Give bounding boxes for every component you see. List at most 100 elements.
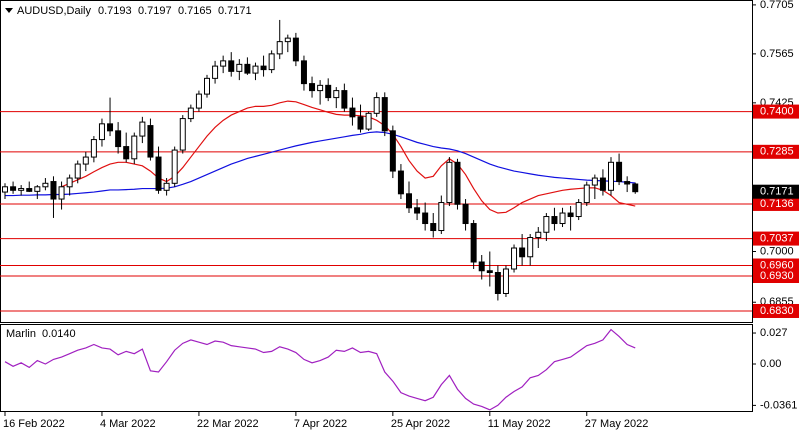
candle-body [559,212,566,225]
candle-body [535,231,542,239]
candle-body [139,121,146,137]
header-high: 0.7197 [138,5,172,17]
oscillator-value: 0.0140 [42,328,76,340]
x-tick-label: 16 Feb 2022 [3,418,65,430]
candle-body [624,181,631,185]
candle-body [333,90,340,99]
candle-body [195,93,202,109]
level-tag [753,144,799,159]
candle-body [82,156,89,165]
candle-body [486,270,493,274]
candle-body [502,268,509,294]
candle-body [438,202,445,232]
candle-body [575,202,582,218]
candle-body [511,247,518,270]
candle-body [74,163,81,179]
candle-body [107,123,114,132]
level-label: 0.7285 [760,146,794,158]
x-tick-label: 11 May 2022 [488,418,551,430]
candle-body [551,216,558,225]
candle-body [357,116,364,130]
candle-body [236,63,243,72]
level-label: 0.6960 [760,259,794,271]
level-tag [753,196,799,211]
candle-body [123,146,130,160]
candle-body [519,247,526,258]
candle-body [599,177,606,191]
candle-body [325,84,332,99]
candle-body [389,130,396,172]
candle-body [381,97,388,132]
header-low: 0.7165 [178,5,212,17]
candle-body [462,203,469,225]
level-label: 0.7400 [760,105,794,117]
candle-body [115,130,122,148]
oscillator-line [4,328,636,411]
x-tick-label: 4 Mar 2022 [100,418,156,430]
x-tick-label: 7 Apr 2022 [294,418,347,430]
candle-body [632,183,639,193]
level-label: 0.7136 [760,198,794,210]
candle-body [276,41,283,55]
candle-body [34,186,41,192]
candle-body [349,107,356,118]
x-tick-label: 22 Mar 2022 [197,418,259,430]
candle-body [422,212,429,225]
candle-body [58,186,65,200]
candle-body [260,65,267,71]
candle-body [430,223,437,232]
x-tick-label: 25 Apr 2022 [391,418,450,430]
candle-body [446,161,453,204]
current-price-tag [753,184,799,199]
menu-triangle [5,8,13,13]
candle-body [406,193,412,209]
header-open: 0.7193 [98,5,132,17]
y-tick-label: 0.7000 [760,245,794,257]
candle-body [187,107,194,120]
oscillator-title: Marlin [6,328,36,340]
y-tick-label: 0.00 [760,358,781,370]
candle-body [26,188,33,192]
candle-body [147,125,154,158]
candle-body [98,123,105,141]
main-panel-frame [0,0,753,323]
candle-body [454,161,461,205]
candle-body [220,60,227,67]
y-tick-label: 0.7705 [760,0,794,11]
candle-body [131,135,138,160]
candle-body [42,182,49,188]
candle-body [10,186,17,191]
candle-body [414,207,421,214]
candle-body [591,177,598,186]
level-tag [753,104,799,119]
y-tick-label: -0.0361 [760,399,797,411]
candle-body [284,37,291,43]
candle-body [608,161,614,191]
candle-body [228,60,235,72]
candle-body [365,112,372,130]
candle-body [244,63,251,74]
level-label: 0.7037 [760,232,794,244]
candle-body [527,237,534,258]
candle-body [268,53,275,71]
level-label: 0.6930 [760,270,794,282]
candle-body [204,77,210,95]
candle-body [397,170,404,195]
candle-body [616,161,623,183]
level-tag [753,231,799,246]
level-tag [753,303,799,318]
candle-body [66,177,73,188]
candle-body [155,156,162,191]
candle-body [470,223,477,263]
y-tick-label: 0.7565 [760,48,794,60]
candle-body [212,65,219,79]
candle-body [252,65,259,74]
candle-body [179,118,186,151]
candle-body [171,149,178,184]
level-label: 0.6830 [760,305,794,317]
candle-body [18,188,25,191]
candle-body [567,212,574,218]
candle-body [583,184,590,204]
